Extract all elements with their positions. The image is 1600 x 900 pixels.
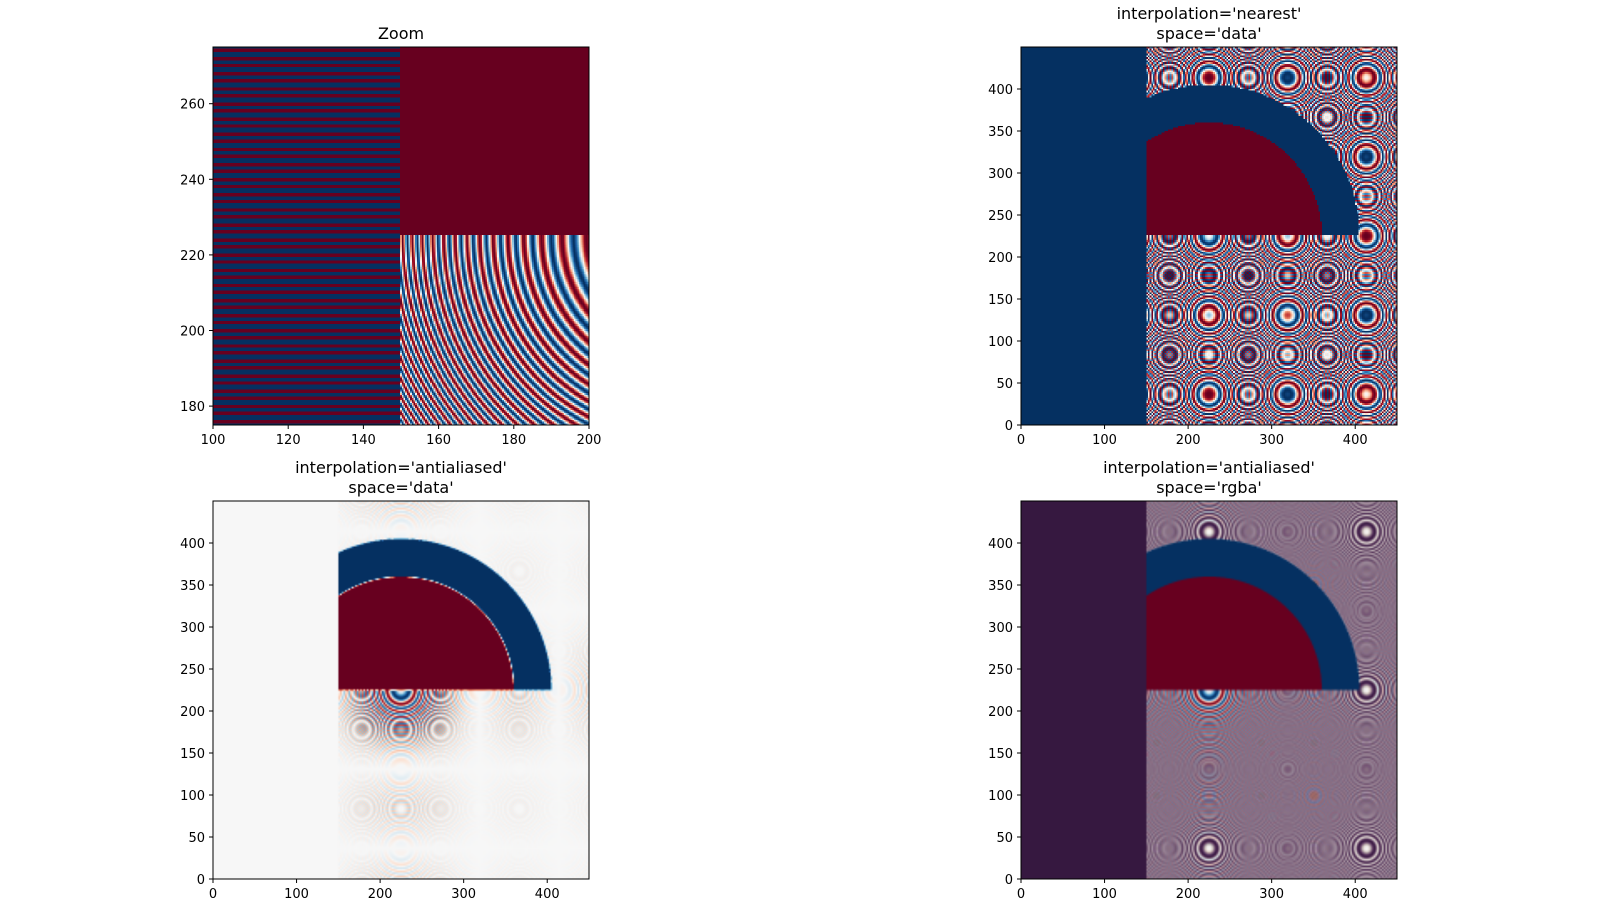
y-tick-label: 100 xyxy=(180,789,205,804)
panel-title-line: interpolation='nearest' xyxy=(1117,4,1302,23)
y-tick-label: 200 xyxy=(180,325,205,340)
x-tick-label: 400 xyxy=(1343,433,1368,448)
panel-zoom: Zoom 100 120 140 160 180 200 180 200 220 240 260 xyxy=(180,24,601,448)
y-tick-label: 200 xyxy=(180,705,205,720)
axes-frame xyxy=(212,500,590,880)
panel-title-line: interpolation='antialiased' xyxy=(295,458,507,477)
x-tick-label: 300 xyxy=(1259,887,1284,900)
x-tick-label: 0 xyxy=(1017,433,1025,448)
y-tick-label: 0 xyxy=(1005,419,1013,434)
y-tick-label: 50 xyxy=(996,377,1013,392)
y-tick-label: 100 xyxy=(988,789,1013,804)
x-tick-label: 160 xyxy=(426,433,451,448)
heatmap-image xyxy=(1021,501,1397,879)
y-tick-label: 250 xyxy=(988,663,1013,678)
y-tick-label: 220 xyxy=(180,249,205,264)
panel-title-line: space='data' xyxy=(1156,24,1261,43)
y-tick-label: 100 xyxy=(988,335,1013,350)
x-tick-label: 400 xyxy=(535,887,560,900)
y-tick-label: 400 xyxy=(988,537,1013,552)
axes-frame xyxy=(1020,500,1398,880)
y-tick-label: 0 xyxy=(1005,873,1013,888)
y-tick-label: 240 xyxy=(180,173,205,188)
y-tick-label: 0 xyxy=(197,873,205,888)
x-tick-label: 100 xyxy=(1092,433,1117,448)
y-tick-label: 350 xyxy=(180,579,205,594)
x-tick-label: 300 xyxy=(1259,433,1284,448)
x-tick-label: 120 xyxy=(276,433,301,448)
y-tick-label: 300 xyxy=(988,621,1013,636)
y-tick-label: 150 xyxy=(988,747,1013,762)
panel-nearest-data: interpolation='nearest'space='data' 0 100 2… xyxy=(988,4,1398,448)
x-tick-label: 180 xyxy=(501,433,526,448)
x-tick-label: 0 xyxy=(209,887,217,900)
x-tick-label: 200 xyxy=(1176,887,1201,900)
panel-title-line: interpolation='antialiased' xyxy=(1103,458,1315,477)
heatmap-image xyxy=(213,501,589,879)
y-tick-label: 350 xyxy=(988,125,1013,140)
x-tick-label: 400 xyxy=(1343,887,1368,900)
panel-title-line: space='rgba' xyxy=(1156,478,1262,497)
y-tick-label: 50 xyxy=(188,831,205,846)
x-tick-label: 100 xyxy=(284,887,309,900)
x-tick-label: 100 xyxy=(201,433,226,448)
panel-antialiased-data: interpolation='antialiased'space='data' 0… xyxy=(180,458,590,900)
x-tick-label: 200 xyxy=(577,433,602,448)
y-tick-label: 300 xyxy=(180,621,205,636)
heatmap-image xyxy=(1021,47,1397,425)
y-tick-label: 50 xyxy=(996,831,1013,846)
y-tick-label: 200 xyxy=(988,251,1013,266)
panel-title-line: Zoom xyxy=(378,24,424,43)
y-tick-label: 300 xyxy=(988,167,1013,182)
y-tick-label: 350 xyxy=(988,579,1013,594)
axes-frame xyxy=(212,46,590,426)
x-tick-label: 0 xyxy=(1017,887,1025,900)
panel-title-line: space='data' xyxy=(348,478,453,497)
y-tick-label: 400 xyxy=(180,537,205,552)
y-tick-label: 250 xyxy=(180,663,205,678)
y-tick-label: 150 xyxy=(180,747,205,762)
panel-antialiased-rgba: interpolation='antialiased'space='rgba' 0… xyxy=(988,458,1398,900)
x-tick-label: 140 xyxy=(351,433,376,448)
x-tick-label: 100 xyxy=(1092,887,1117,900)
x-tick-label: 200 xyxy=(1176,433,1201,448)
heatmap-image xyxy=(213,47,589,425)
y-tick-label: 200 xyxy=(988,705,1013,720)
y-tick-label: 180 xyxy=(180,400,205,415)
y-tick-label: 250 xyxy=(988,209,1013,224)
x-tick-label: 300 xyxy=(451,887,476,900)
x-tick-label: 200 xyxy=(368,887,393,900)
y-tick-label: 400 xyxy=(988,83,1013,98)
y-tick-label: 150 xyxy=(988,293,1013,308)
axes-frame xyxy=(1020,46,1398,426)
y-tick-label: 260 xyxy=(180,98,205,113)
